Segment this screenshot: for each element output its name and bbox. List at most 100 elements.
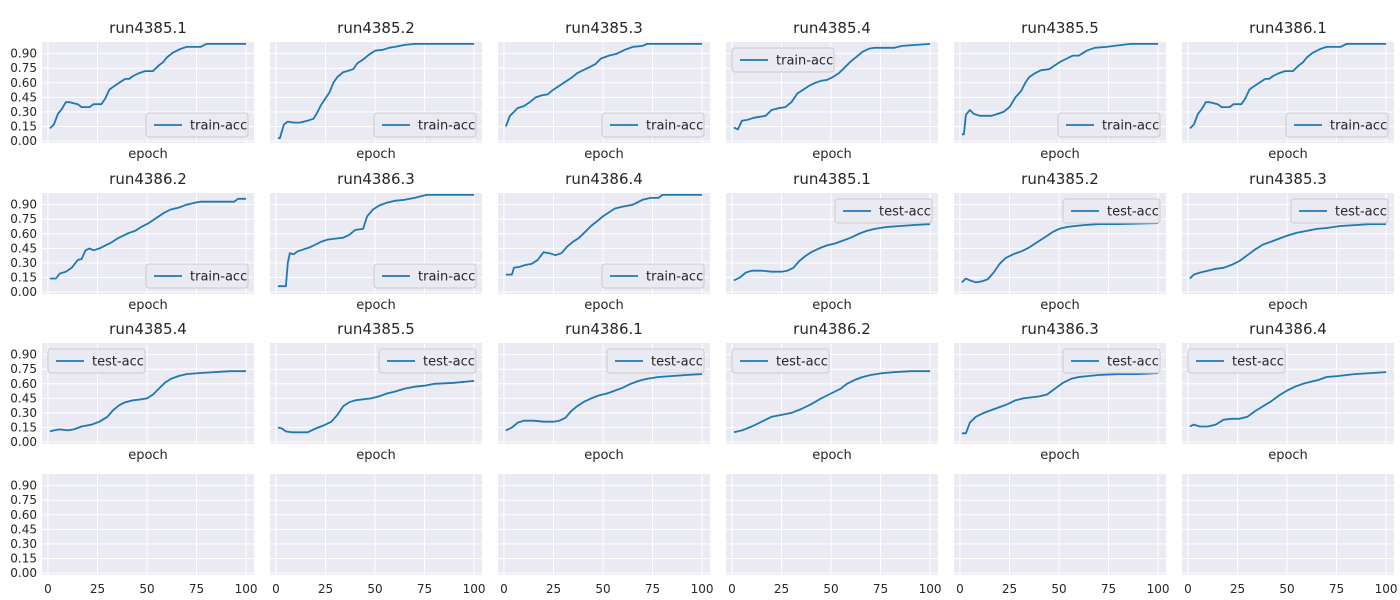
x-axis-label: epoch	[1040, 448, 1080, 463]
series-line	[733, 370, 931, 434]
panel-title: run4386.2	[793, 320, 871, 338]
y-tick-label: 0.60	[10, 508, 37, 522]
legend-label: test-acc	[92, 355, 144, 370]
legend: test-acc	[47, 348, 146, 374]
legend-label: test-acc	[879, 205, 931, 220]
legend-label: test-acc	[1335, 205, 1387, 220]
x-axis-label: epoch	[584, 298, 624, 313]
y-tick-label: 0.45	[10, 90, 37, 104]
panel: run4386.3 epoch test-acc	[954, 320, 1166, 463]
y-tick-label: 0.75	[10, 61, 37, 75]
y-tick-label: 0.00	[10, 435, 37, 449]
y-tick-label: 0.60	[10, 377, 37, 391]
series-line	[1189, 371, 1387, 428]
panel: 0 25 50 75 100	[270, 474, 486, 596]
panel: 0 25 50 75 100	[498, 474, 714, 596]
legend-label: test-acc	[1107, 205, 1159, 220]
legend-label: train-acc	[418, 270, 475, 285]
series-line	[277, 43, 475, 139]
legend-box	[601, 263, 705, 289]
x-axis-label: epoch	[128, 298, 168, 313]
legend: train-acc	[601, 112, 705, 138]
panel-title: run4386.4	[1249, 320, 1327, 338]
panel-title: run4386.2	[109, 170, 187, 188]
axes-background	[954, 474, 1166, 575]
x-tick-label: 25	[774, 582, 789, 596]
legend: train-acc	[373, 263, 477, 289]
series-line	[733, 223, 931, 282]
x-axis-label: epoch	[128, 147, 168, 162]
legend-box	[834, 198, 933, 224]
legend-label: train-acc	[190, 119, 247, 134]
y-tick-label: 0.15	[10, 420, 37, 434]
legend-box	[1062, 198, 1161, 224]
panel: run4386.3 epoch train-acc	[270, 170, 482, 313]
legend-label: test-acc	[1232, 355, 1284, 370]
y-tick-label: 0.60	[10, 76, 37, 90]
panel: 0 25 50 75 100	[1182, 474, 1398, 596]
x-tick-label: 25	[1230, 582, 1245, 596]
x-tick-label: 25	[546, 582, 561, 596]
x-tick-label: 0	[728, 582, 736, 596]
series-line	[49, 43, 247, 130]
y-tick-label: 0.60	[10, 227, 37, 241]
legend-box	[1062, 348, 1161, 374]
legend: train-acc	[373, 112, 477, 138]
x-tick-label: 50	[595, 582, 610, 596]
panel-title: run4385.5	[1021, 19, 1099, 37]
legend-box	[731, 348, 830, 374]
legend-label: train-acc	[1330, 119, 1387, 134]
legend-box	[47, 348, 146, 374]
x-tick-label: 75	[645, 582, 660, 596]
x-axis-label: epoch	[584, 147, 624, 162]
legend: test-acc	[1062, 348, 1161, 374]
panel: 0.000.150.300.450.600.750.90 0 25 50 75 100	[10, 474, 258, 596]
legend-label: train-acc	[1102, 119, 1159, 134]
x-tick-label: 100	[919, 582, 942, 596]
x-tick-label: 25	[90, 582, 105, 596]
y-tick-label: 0.75	[10, 493, 37, 507]
panel: run4386.2 epoch test-acc	[726, 320, 938, 463]
legend: test-acc	[1290, 198, 1389, 224]
x-tick-label: 50	[1051, 582, 1066, 596]
panel: run4385.1 epoch test-acc	[726, 170, 938, 313]
y-tick-label: 0.30	[10, 406, 37, 420]
series-line	[49, 197, 247, 280]
y-tick-label: 0.90	[10, 348, 37, 362]
x-axis-label: epoch	[356, 298, 396, 313]
x-tick-label: 50	[367, 582, 382, 596]
x-tick-label: 75	[1101, 582, 1116, 596]
legend-box	[145, 112, 249, 138]
panel-title: run4385.2	[337, 19, 415, 37]
series-line	[961, 372, 1159, 435]
x-tick-label: 100	[1147, 582, 1170, 596]
series-line	[505, 43, 703, 127]
y-tick-label: 0.00	[10, 566, 37, 580]
y-tick-label: 0.00	[10, 285, 37, 299]
panel-title: run4386.1	[1249, 19, 1327, 37]
x-axis-label: epoch	[1040, 298, 1080, 313]
x-tick-label: 50	[823, 582, 838, 596]
legend: test-acc	[606, 348, 705, 374]
x-axis-label: epoch	[1040, 147, 1080, 162]
x-tick-label: 50	[139, 582, 154, 596]
x-tick-label: 0	[44, 582, 52, 596]
panel-title: run4385.3	[565, 19, 643, 37]
y-tick-label: 0.15	[10, 551, 37, 565]
x-tick-label: 0	[500, 582, 508, 596]
x-tick-label: 25	[318, 582, 333, 596]
panel: run4385.2 epoch test-acc	[954, 170, 1166, 313]
y-tick-label: 0.90	[10, 198, 37, 212]
y-tick-label: 0.90	[10, 47, 37, 61]
series-line	[505, 194, 703, 276]
panel: run4385.3 epoch train-acc	[498, 19, 710, 162]
x-axis-label: epoch	[1268, 147, 1308, 162]
legend-box	[373, 112, 477, 138]
legend: train-acc	[145, 112, 249, 138]
legend-box	[145, 263, 249, 289]
legend-box	[373, 263, 477, 289]
x-axis-label: epoch	[1268, 298, 1308, 313]
legend: train-acc	[145, 263, 249, 289]
series-line	[1189, 223, 1387, 280]
